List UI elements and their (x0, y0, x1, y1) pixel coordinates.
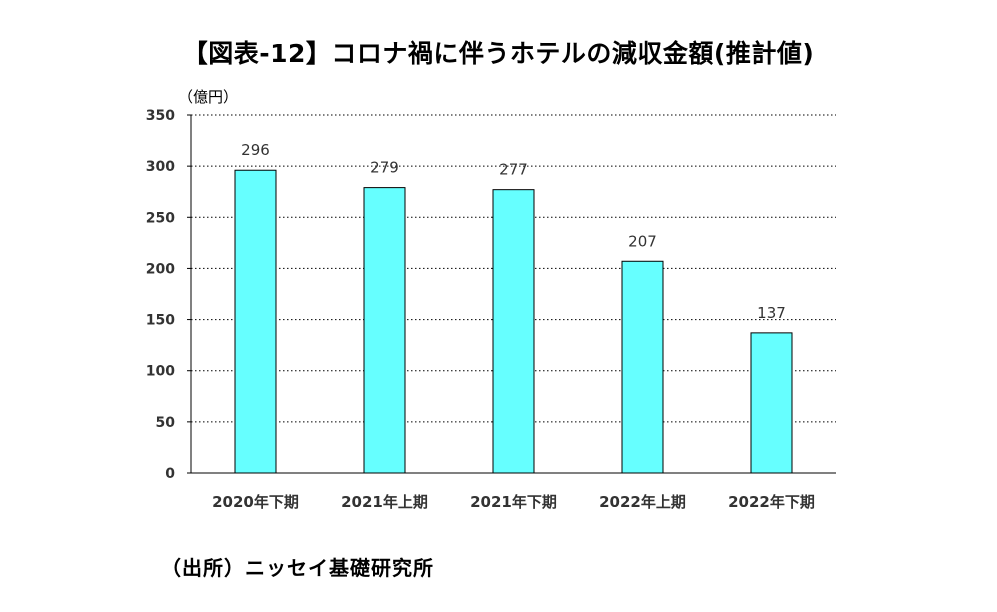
bar (621, 260, 664, 474)
y-tick-label: 250 (146, 210, 175, 226)
x-tick-label: 2022年上期 (599, 493, 686, 511)
x-tick-label: 2021年上期 (341, 493, 428, 511)
data-label: 277 (499, 161, 528, 179)
data-label: 137 (757, 304, 786, 322)
y-tick-label: 0 (165, 466, 175, 482)
y-tick-label: 100 (146, 364, 175, 380)
bar (363, 187, 406, 474)
source-note: （出所）ニッセイ基礎研究所 (161, 556, 434, 580)
labels: 0 50 100 150 200 250 300 350 296 2020年下期 279 2021年上… (146, 108, 815, 511)
y-tick-label: 200 (146, 261, 175, 277)
axes (187, 114, 836, 474)
y-axis-unit-label: （億円） (178, 88, 239, 106)
data-label: 279 (370, 159, 399, 177)
x-tick-label: 2022年下期 (728, 493, 815, 511)
data-label: 296 (241, 141, 270, 159)
x-tick-label: 2021年下期 (470, 493, 557, 511)
y-tick-label: 150 (146, 313, 175, 329)
bars (234, 169, 793, 474)
chart-title: 【図表-12】コロナ禍に伴うホテルの減収金額(推計値) (182, 39, 815, 68)
x-tick-label: 2020年下期 (212, 493, 299, 511)
data-label: 207 (628, 232, 657, 250)
y-tick-label: 300 (146, 159, 175, 175)
bar (234, 169, 277, 474)
bar (750, 332, 793, 474)
grid-lines (191, 114, 836, 423)
bar (492, 189, 535, 474)
y-tick-label: 350 (146, 108, 175, 124)
y-tick-label: 50 (156, 415, 176, 431)
